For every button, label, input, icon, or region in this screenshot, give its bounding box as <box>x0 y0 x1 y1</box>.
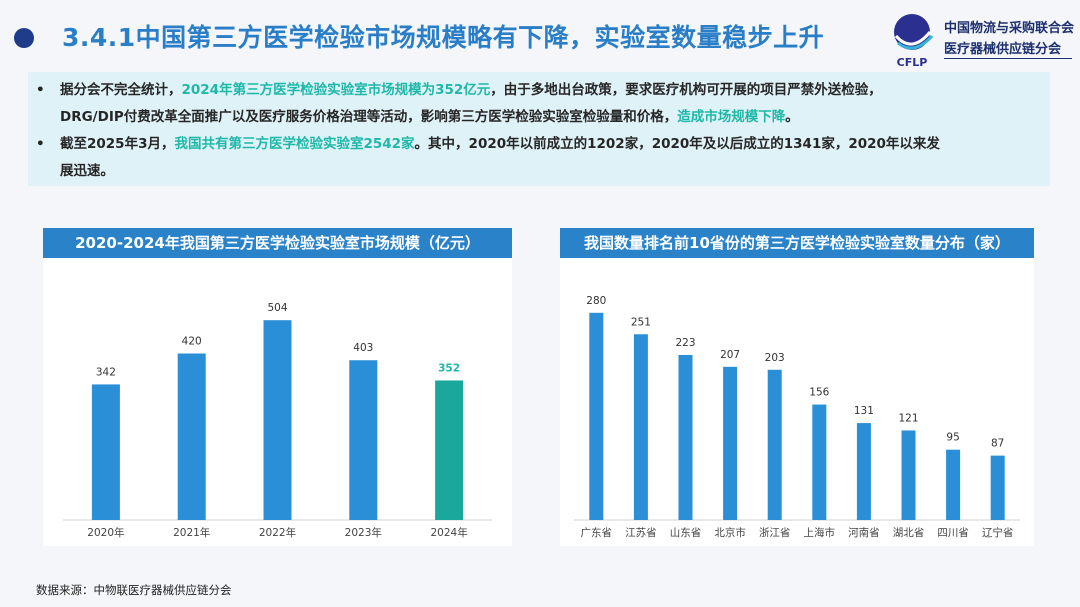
summary-line-3: • 截至2025年3月，我国共有第三方医学检验实验室2542家。其中，2020年… <box>36 131 1036 158</box>
bar-value-label: 87 <box>991 438 1004 450</box>
x-tick-label: 浙江省 <box>759 526 791 539</box>
page-title: 3.4.1中国第三方医学检验市场规模略有下降，实验室数量稳步上升 <box>62 23 825 52</box>
x-tick-label: 2023年 <box>345 526 382 539</box>
bar-value-label: 156 <box>809 387 829 399</box>
market-size-chart-title: 2020-2024年我国第三方医学检验实验室市场规模（亿元） <box>43 228 512 258</box>
x-tick-label: 山东省 <box>670 526 702 539</box>
x-tick-label: 2022年 <box>259 526 296 539</box>
bar-value-label: 251 <box>631 316 651 328</box>
bar-value-label: 403 <box>353 342 373 354</box>
bar <box>856 423 871 520</box>
bar <box>589 312 604 520</box>
summary-text: ，由于多地出台政策，要求医疗机构可开展的项目严禁外送检验， <box>490 82 882 98</box>
x-tick-label: 江苏省 <box>625 526 657 539</box>
bar <box>812 404 827 520</box>
x-tick-label: 2021年 <box>173 526 210 539</box>
logo-rule <box>944 58 1072 59</box>
bar-value-label: 352 <box>438 362 460 374</box>
bar-value-label: 280 <box>586 295 606 307</box>
bar-value-label: 342 <box>96 366 116 378</box>
logo-org-line2: 医疗器械供应链分会 <box>944 42 1062 57</box>
market-size-chart-panel: 2020-2024年我国第三方医学检验实验室市场规模（亿元） 342 2020年 4… <box>43 228 512 546</box>
logo-mark-text: CFLP <box>897 56 928 69</box>
bar <box>263 320 292 520</box>
bar-value-label: 203 <box>765 352 785 364</box>
province-count-chart-title: 我国数量排名前10省份的第三方医学检验实验室数量分布（家） <box>560 228 1034 258</box>
bar-value-label: 207 <box>720 349 740 361</box>
summary-line-4: 展迅速。 <box>36 158 1036 185</box>
cflp-logo: CFLP 中国物流与采购联合会 医疗器械供应链分会 <box>884 10 1074 70</box>
x-tick-label: 2020年 <box>87 526 124 539</box>
summary-text: 据分会不完全统计， <box>60 82 182 98</box>
cflp-logo-mark: CFLP <box>894 14 934 69</box>
summary-box: • 据分会不完全统计，2024年第三方医学检验实验室市场规模为352亿元，由于多… <box>28 72 1050 186</box>
bar <box>435 380 464 520</box>
market-size-chart: 342 2020年 420 2021年 504 2022年 403 2023年 352 2024年 <box>63 302 492 539</box>
bar <box>91 384 120 520</box>
bar <box>990 455 1005 520</box>
logo-org-line1: 中国物流与采购联合会 <box>944 21 1075 36</box>
bar-value-label: 504 <box>267 302 287 314</box>
x-tick-label: 河南省 <box>848 526 880 539</box>
bar <box>723 366 738 520</box>
bar-value-label: 131 <box>854 405 874 417</box>
bar-value-label: 95 <box>946 432 959 444</box>
title-bullet-dot <box>14 28 34 48</box>
summary-text: 展迅速。 <box>60 163 114 179</box>
bar <box>901 430 916 520</box>
bar <box>767 369 782 520</box>
summary-text: 。 <box>785 109 799 125</box>
summary-highlight: 造成市场规模下降 <box>677 109 786 125</box>
province-count-chart-panel: 我国数量排名前10省份的第三方医学检验实验室数量分布（家） 280 广东省 251 江… <box>560 228 1034 546</box>
bullet-dot: • <box>36 82 45 98</box>
data-source-note: 数据来源：中物联医疗器械供应链分会 <box>36 583 232 597</box>
x-tick-label: 湖北省 <box>893 526 925 539</box>
summary-highlight: 我国共有第三方医学检验实验室2542家 <box>174 136 415 152</box>
x-tick-label: 辽宁省 <box>982 526 1014 539</box>
bar-value-label: 223 <box>675 337 695 349</box>
summary-line-2: DRG/DIP付费改革全面推广以及医疗服务价格治理等活动，影响第三方医学检验实验… <box>36 104 1036 131</box>
summary-text: 。其中，2020年以前成立的1202家，2020年及以后成立的1341家，202… <box>414 136 940 152</box>
summary-line-1: • 据分会不完全统计，2024年第三方医学检验实验室市场规模为352亿元，由于多… <box>36 77 1036 104</box>
x-tick-label: 广东省 <box>581 526 613 539</box>
summary-text: DRG/DIP付费改革全面推广以及医疗服务价格治理等活动，影响第三方医学检验实验… <box>60 109 678 125</box>
bar-value-label: 121 <box>898 412 918 424</box>
province-count-chart: 280 广东省 251 江苏省 223 山东省 207 北京市 203 浙江省 156 上海市 131 河… <box>574 295 1020 539</box>
x-tick-label: 上海市 <box>804 526 836 539</box>
bar <box>678 354 693 520</box>
summary-text: 截至2025年3月， <box>60 136 175 152</box>
bar <box>633 334 648 520</box>
bullet-dot: • <box>36 136 45 152</box>
x-tick-label: 2024年 <box>430 526 467 539</box>
bar <box>946 449 961 520</box>
x-tick-label: 北京市 <box>714 526 746 539</box>
bar <box>177 353 206 520</box>
bar <box>349 360 378 520</box>
x-tick-label: 四川省 <box>937 526 969 539</box>
bar-value-label: 420 <box>182 336 202 348</box>
summary-highlight: 2024年第三方医学检验实验室市场规模为352亿元 <box>181 82 491 98</box>
